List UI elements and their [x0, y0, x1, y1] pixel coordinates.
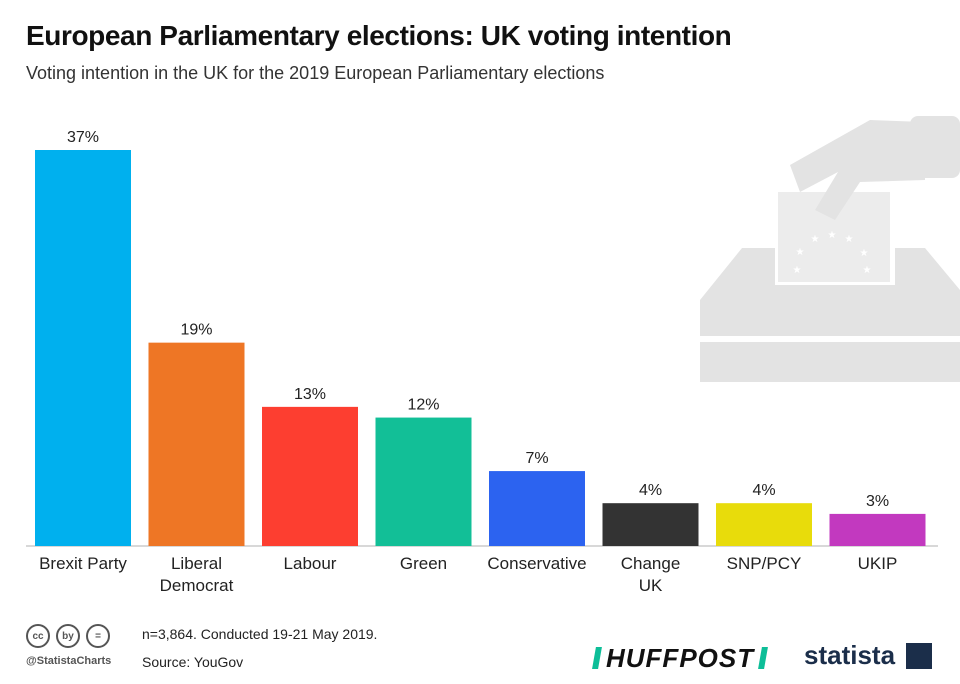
sample-note: n=3,864. Conducted 19-21 May 2019.	[142, 626, 378, 642]
statista-handle: @StatistaCharts	[26, 655, 112, 667]
value-label-3: 12%	[407, 397, 439, 414]
page-subtitle: Voting intention in the UK for the 2019 …	[26, 63, 605, 83]
eu-stars: ★ ★ ★ ★ ★ ★ ★	[793, 230, 872, 276]
bar-chart: ★ ★ ★ ★ ★ ★ ★ 37% 19% 13% 12% 7% 4% 4% 3% Brexit Par…	[26, 116, 960, 595]
bar-6	[716, 503, 812, 546]
category-label-2: Labour	[284, 554, 337, 573]
bar-2	[262, 406, 358, 546]
value-label-4: 7%	[525, 450, 548, 467]
license-icons: cc by =	[26, 624, 110, 648]
category-label-3: Green	[400, 554, 447, 573]
svg-text:★: ★	[793, 265, 802, 276]
bar-1	[148, 342, 245, 546]
svg-text:★: ★	[845, 234, 854, 245]
ballot-box-top	[700, 248, 960, 336]
bar-5	[602, 503, 699, 546]
value-label-5: 4%	[639, 482, 662, 499]
category-label-0: Brexit Party	[39, 554, 127, 573]
svg-text:★: ★	[863, 265, 872, 276]
category-label-7: UKIP	[858, 554, 898, 573]
value-label-7: 3%	[866, 493, 889, 510]
ballot-box-icon: ★ ★ ★ ★ ★ ★ ★	[700, 116, 960, 382]
logo-bar-left	[592, 647, 602, 669]
svg-text:★: ★	[811, 234, 820, 245]
cc-icon: cc	[26, 624, 50, 648]
page-title: European Parliamentary elections: UK vot…	[26, 20, 732, 51]
huffpost-logo-text: HUFFPOST	[606, 642, 755, 673]
huffpost-logo[interactable]: HUFFPOST	[592, 642, 769, 673]
svg-text:★: ★	[828, 230, 837, 241]
svg-text:★: ★	[796, 247, 805, 258]
attribution-icon: by	[56, 624, 80, 648]
value-label-0: 37%	[67, 129, 99, 146]
category-label-1: Liberal Democrat	[160, 554, 234, 595]
source-note: Source: YouGov	[142, 654, 244, 670]
sleeve-shape	[910, 116, 960, 178]
logo-bar-right	[758, 647, 769, 669]
category-label-5: Change UK	[621, 554, 681, 595]
value-label-6: 4%	[752, 482, 775, 499]
bar-3	[375, 417, 472, 546]
bar-7	[829, 513, 926, 546]
category-label-6: SNP/PCY	[727, 554, 802, 573]
ballot-box-base	[700, 342, 960, 382]
svg-text:★: ★	[860, 248, 869, 259]
bar-4	[489, 471, 585, 546]
statista-logo-mark-icon	[906, 643, 932, 669]
category-label-4: Conservative	[487, 554, 586, 573]
value-label-1: 19%	[180, 322, 212, 339]
bar-0	[35, 150, 131, 546]
value-label-2: 13%	[294, 386, 326, 403]
no-derivatives-icon: =	[86, 624, 110, 648]
statista-logo[interactable]: statista	[804, 640, 896, 670]
hand-shape	[790, 120, 925, 220]
